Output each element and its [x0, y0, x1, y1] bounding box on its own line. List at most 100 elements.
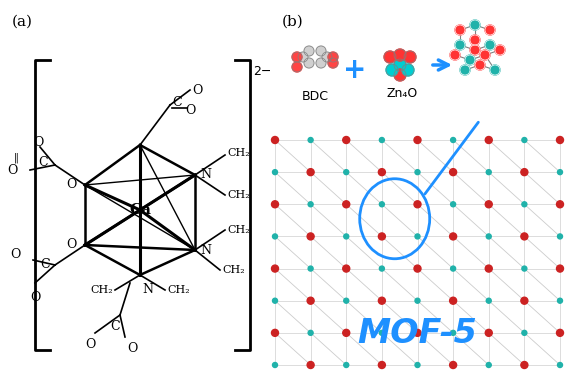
Circle shape: [343, 201, 350, 208]
Circle shape: [328, 52, 338, 62]
Circle shape: [486, 234, 491, 239]
Text: (b): (b): [282, 15, 304, 29]
Text: O: O: [11, 248, 21, 262]
Circle shape: [272, 298, 278, 303]
Circle shape: [307, 362, 314, 369]
Text: (a): (a): [12, 15, 33, 29]
Text: 2−: 2−: [253, 65, 271, 78]
Circle shape: [316, 58, 326, 68]
Circle shape: [272, 234, 278, 239]
Circle shape: [415, 298, 420, 303]
Circle shape: [414, 136, 421, 144]
Circle shape: [521, 168, 528, 176]
Circle shape: [414, 265, 421, 272]
Text: O: O: [30, 291, 40, 304]
Circle shape: [451, 330, 455, 335]
Text: +: +: [343, 56, 367, 84]
Circle shape: [380, 330, 384, 335]
Circle shape: [272, 362, 278, 367]
Circle shape: [304, 46, 314, 56]
Circle shape: [344, 170, 349, 175]
Circle shape: [450, 297, 457, 304]
Circle shape: [414, 330, 421, 336]
Circle shape: [298, 52, 308, 62]
Circle shape: [344, 234, 349, 239]
Text: C: C: [110, 320, 120, 333]
Circle shape: [465, 55, 475, 65]
Circle shape: [343, 136, 350, 144]
Circle shape: [380, 138, 384, 142]
Circle shape: [404, 51, 416, 63]
Circle shape: [485, 25, 495, 35]
Text: Ca: Ca: [129, 203, 151, 217]
Circle shape: [414, 201, 421, 208]
Circle shape: [485, 40, 495, 50]
Circle shape: [475, 60, 485, 70]
Circle shape: [344, 362, 349, 367]
Circle shape: [307, 168, 314, 176]
Circle shape: [415, 234, 420, 239]
Circle shape: [556, 265, 564, 272]
Circle shape: [522, 138, 527, 142]
Circle shape: [380, 202, 384, 207]
Circle shape: [415, 170, 420, 175]
Circle shape: [522, 202, 527, 207]
Text: CH₂: CH₂: [227, 225, 250, 235]
Circle shape: [455, 25, 465, 35]
Circle shape: [384, 51, 396, 63]
Circle shape: [271, 136, 279, 144]
Circle shape: [522, 330, 527, 335]
Text: N: N: [200, 168, 211, 181]
Circle shape: [480, 50, 490, 60]
Circle shape: [556, 330, 564, 336]
Circle shape: [394, 59, 406, 71]
Text: N: N: [200, 243, 211, 257]
Circle shape: [380, 266, 384, 271]
Circle shape: [378, 168, 385, 176]
Circle shape: [450, 233, 457, 240]
Circle shape: [308, 330, 313, 335]
Circle shape: [486, 362, 491, 367]
Circle shape: [343, 265, 350, 272]
Circle shape: [343, 330, 350, 336]
Circle shape: [557, 362, 563, 367]
FancyBboxPatch shape: [275, 140, 560, 365]
Text: CH₂: CH₂: [167, 285, 190, 295]
Circle shape: [378, 233, 385, 240]
Circle shape: [386, 64, 398, 76]
Circle shape: [328, 58, 338, 68]
Circle shape: [485, 265, 492, 272]
Circle shape: [292, 52, 302, 62]
Circle shape: [271, 330, 279, 336]
Text: O: O: [85, 338, 95, 351]
Text: BDC: BDC: [302, 90, 328, 103]
Circle shape: [451, 138, 455, 142]
Circle shape: [556, 136, 564, 144]
Circle shape: [271, 265, 279, 272]
Circle shape: [485, 201, 492, 208]
Circle shape: [450, 168, 457, 176]
Circle shape: [490, 65, 500, 75]
Text: Zn₄O: Zn₄O: [386, 87, 418, 100]
Text: C: C: [40, 259, 50, 271]
Circle shape: [451, 266, 455, 271]
Circle shape: [402, 64, 414, 76]
Circle shape: [557, 170, 563, 175]
Circle shape: [557, 298, 563, 303]
Text: O: O: [67, 179, 77, 191]
Circle shape: [378, 362, 385, 369]
Text: N: N: [142, 283, 153, 296]
Text: CH₂: CH₂: [222, 265, 245, 275]
Text: CH₂: CH₂: [227, 148, 250, 158]
Circle shape: [415, 362, 420, 367]
Circle shape: [307, 297, 314, 304]
Circle shape: [308, 138, 313, 142]
Circle shape: [521, 362, 528, 369]
Circle shape: [470, 45, 480, 55]
Text: O: O: [127, 342, 137, 355]
Circle shape: [272, 170, 278, 175]
Circle shape: [486, 170, 491, 175]
Circle shape: [495, 45, 505, 55]
Circle shape: [344, 298, 349, 303]
Circle shape: [450, 362, 457, 369]
